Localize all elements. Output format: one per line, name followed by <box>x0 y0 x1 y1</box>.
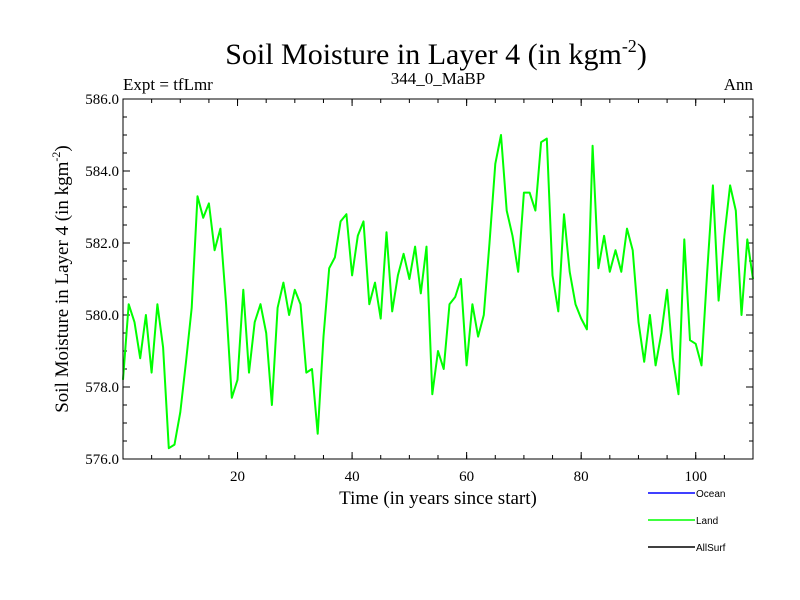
x-tick-label: 100 <box>684 469 707 485</box>
subtitle-center: 344_0_MaBP <box>391 69 485 88</box>
y-tick-label: 576.0 <box>85 452 119 468</box>
legend-label-ocean: Ocean <box>696 489 725 500</box>
chart-title: Soil Moisture in Layer 4 (in kgm-2) <box>225 36 647 71</box>
x-tick-label: 20 <box>230 469 245 485</box>
legend-label-land: Land <box>696 516 718 527</box>
x-tick-label: 80 <box>574 469 589 485</box>
x-tick-label: 40 <box>345 469 360 485</box>
axis-ticks: 576.0 578.0 580.0 582.0 584.0 586.0 20 40 60 80 10… <box>85 92 753 485</box>
y-tick-label: 586.0 <box>85 92 119 108</box>
y-tick-label: 584.0 <box>85 164 119 180</box>
x-axis-label: Time (in years since start) <box>339 488 537 509</box>
y-tick-label: 582.0 <box>85 236 119 252</box>
legend-label-allsurf: AllSurf <box>696 543 726 554</box>
series-lines <box>122 134 754 450</box>
subtitle-right: Ann <box>724 75 754 94</box>
series-line-land <box>122 134 754 450</box>
x-tick-label: 60 <box>459 469 474 485</box>
y-tick-label: 578.0 <box>85 380 119 396</box>
legend: Ocean Land AllSurf <box>648 489 726 554</box>
y-tick-label: 580.0 <box>85 308 119 324</box>
y-axis-label: Soil Moisture in Layer 4 (in kgm-2) <box>49 145 73 413</box>
plot-frame <box>122 98 754 460</box>
subtitle-left: Expt = tfLmr <box>123 75 213 94</box>
